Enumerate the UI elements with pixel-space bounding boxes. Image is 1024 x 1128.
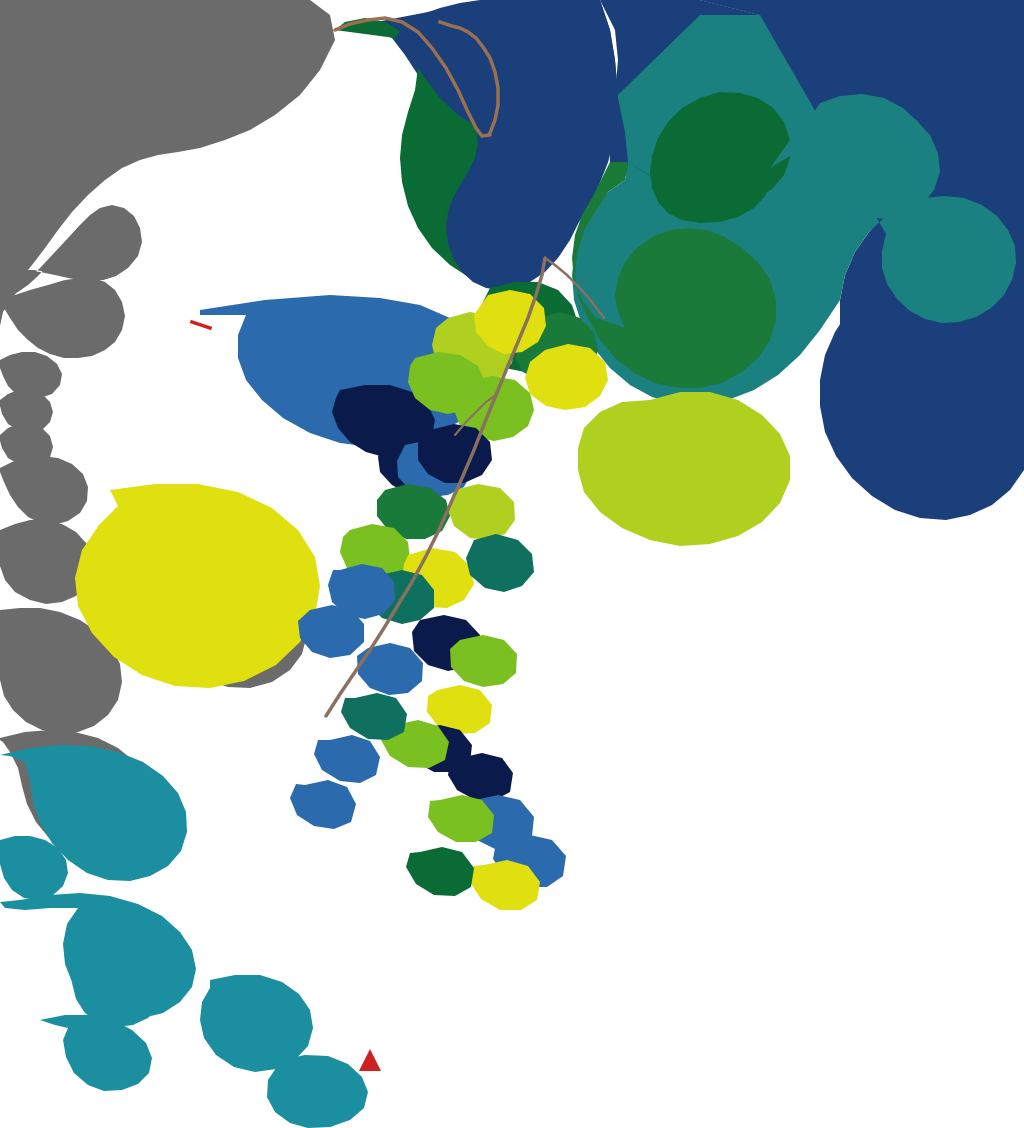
Polygon shape: [0, 206, 138, 298]
Polygon shape: [290, 779, 356, 829]
Polygon shape: [200, 975, 313, 1072]
Polygon shape: [474, 290, 546, 354]
Polygon shape: [0, 836, 68, 900]
Polygon shape: [70, 955, 160, 1026]
Polygon shape: [335, 0, 610, 135]
Polygon shape: [700, 0, 1024, 520]
Polygon shape: [628, 92, 790, 223]
Polygon shape: [450, 635, 517, 687]
Polygon shape: [395, 0, 618, 290]
Polygon shape: [408, 352, 485, 414]
Polygon shape: [0, 205, 142, 325]
Polygon shape: [428, 795, 494, 841]
Polygon shape: [40, 1015, 152, 1091]
Polygon shape: [332, 385, 435, 457]
Polygon shape: [427, 685, 492, 734]
Polygon shape: [341, 693, 407, 740]
Polygon shape: [470, 860, 540, 910]
Polygon shape: [397, 440, 472, 497]
Polygon shape: [0, 0, 335, 325]
Polygon shape: [463, 795, 534, 849]
Polygon shape: [454, 376, 534, 441]
Polygon shape: [0, 352, 62, 398]
Polygon shape: [407, 725, 472, 772]
Polygon shape: [335, 18, 618, 283]
Polygon shape: [267, 1055, 368, 1128]
Polygon shape: [0, 744, 187, 881]
Polygon shape: [0, 424, 53, 467]
Polygon shape: [572, 162, 776, 388]
Polygon shape: [314, 735, 380, 783]
Polygon shape: [357, 643, 423, 695]
Polygon shape: [525, 344, 608, 409]
Polygon shape: [406, 847, 474, 896]
Polygon shape: [449, 754, 513, 800]
Polygon shape: [0, 456, 88, 525]
Polygon shape: [475, 282, 578, 372]
Polygon shape: [0, 390, 53, 432]
Polygon shape: [493, 835, 566, 887]
Polygon shape: [0, 608, 122, 734]
Polygon shape: [515, 312, 598, 385]
Polygon shape: [0, 893, 196, 1017]
Polygon shape: [75, 484, 319, 688]
Polygon shape: [770, 94, 940, 219]
Polygon shape: [466, 534, 534, 592]
Polygon shape: [402, 548, 474, 608]
Polygon shape: [700, 0, 1024, 424]
Polygon shape: [0, 277, 125, 358]
Polygon shape: [160, 563, 307, 688]
Polygon shape: [0, 730, 156, 860]
Polygon shape: [381, 720, 449, 768]
Polygon shape: [377, 484, 450, 539]
Polygon shape: [578, 393, 790, 546]
Polygon shape: [432, 312, 515, 385]
Polygon shape: [328, 564, 395, 619]
Polygon shape: [572, 15, 1016, 405]
Polygon shape: [378, 432, 468, 497]
Polygon shape: [412, 615, 481, 671]
Polygon shape: [0, 520, 92, 603]
Polygon shape: [449, 484, 515, 540]
Polygon shape: [366, 570, 434, 624]
Polygon shape: [298, 605, 364, 658]
Polygon shape: [200, 296, 488, 447]
Polygon shape: [600, 0, 815, 208]
Polygon shape: [340, 525, 410, 582]
Polygon shape: [418, 424, 492, 483]
